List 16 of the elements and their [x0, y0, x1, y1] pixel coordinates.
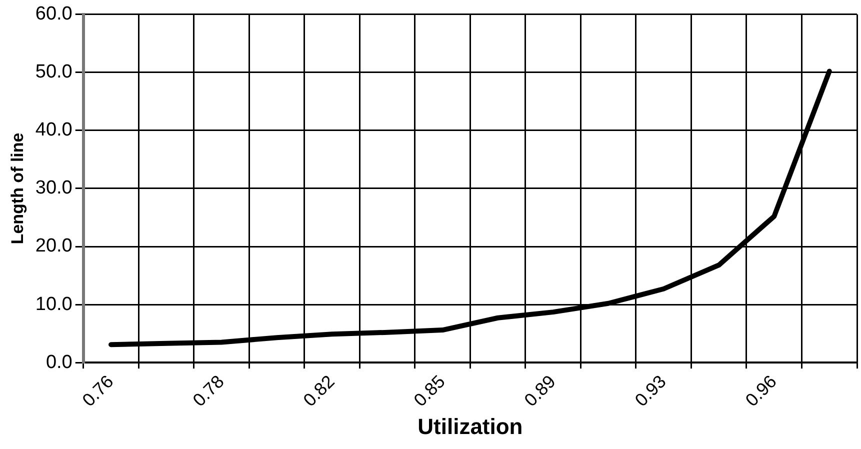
y-tick-label: 40.0 [35, 120, 72, 141]
x-tick-label: 0.96 [742, 371, 780, 410]
y-tick-label: 20.0 [35, 236, 72, 257]
x-axis-title: Utilization [418, 414, 523, 439]
x-tick-label: 0.82 [299, 371, 338, 410]
y-tick-label: 0.0 [46, 352, 72, 373]
x-tick-label: 0.78 [188, 371, 228, 410]
y-tick-label: 60.0 [35, 4, 72, 25]
y-tick-label: 10.0 [35, 294, 72, 315]
x-tick-label: 0.89 [520, 371, 560, 410]
x-tick-label: 0.76 [78, 371, 118, 410]
x-tick-label: 0.85 [410, 371, 449, 410]
y-tick-label: 30.0 [35, 178, 72, 199]
x-tick-label: 0.93 [631, 371, 670, 410]
y-tick-label: 50.0 [35, 62, 72, 83]
y-axis-title: Length of line [8, 132, 27, 244]
